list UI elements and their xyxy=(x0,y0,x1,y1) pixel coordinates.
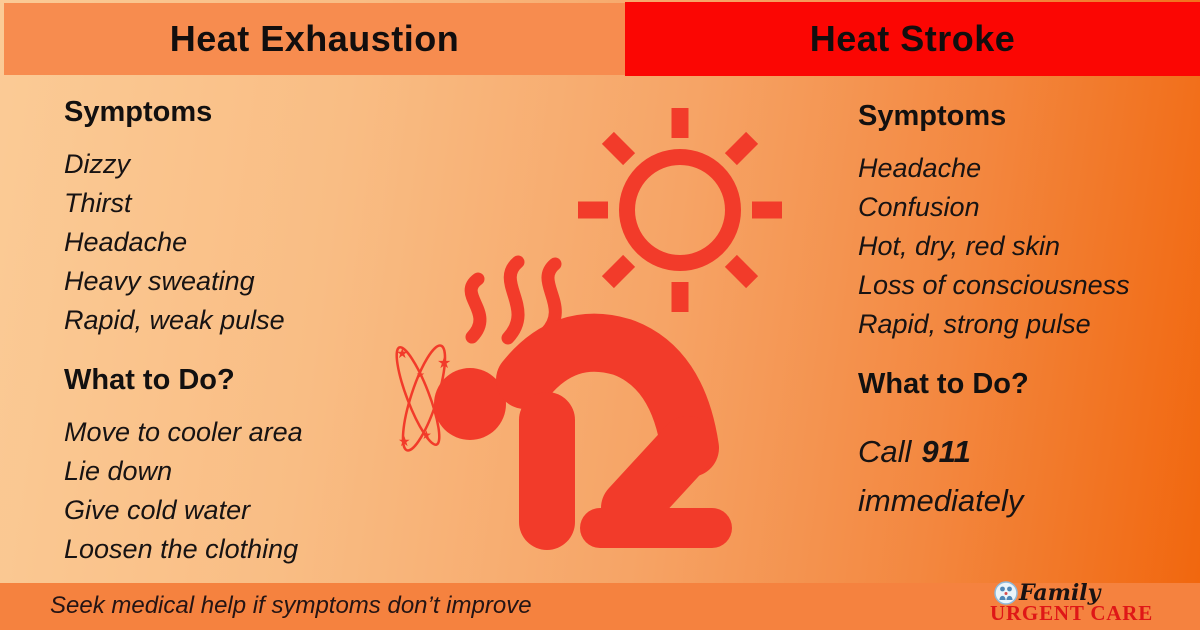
left-symptoms-heading: Symptoms xyxy=(64,96,213,128)
header-heat-exhaustion: Heat Exhaustion xyxy=(4,3,625,75)
logo-urgent-care-text: URGENT CARE xyxy=(990,601,1154,625)
symptom-item: Hot, dry, red skin xyxy=(858,231,1061,261)
left-symptoms-list: Dizzy Thirst Headache Heavy sweating Rap… xyxy=(64,145,424,340)
right-what-to-do-heading: What to Do? xyxy=(858,368,1029,400)
heat-stroke-panel: Symptoms Headache Confusion Hot, dry, re… xyxy=(858,100,1200,525)
call-suffix: immediately xyxy=(858,483,1024,518)
action-item: Loosen the clothing xyxy=(64,534,299,564)
symptom-item: Loss of consciousness xyxy=(858,270,1130,300)
action-item: Give cold water xyxy=(64,495,251,525)
call-prefix: Call xyxy=(858,434,912,469)
call-911-instruction: Call 911 immediately xyxy=(858,427,1200,525)
family-figures-icon xyxy=(994,581,1018,605)
header-heat-stroke: Heat Stroke xyxy=(625,2,1200,76)
symptom-item: Heavy sweating xyxy=(64,266,255,296)
symptom-item: Dizzy xyxy=(64,149,130,179)
heat-exhaustion-panel: Symptoms Dizzy Thirst Headache Heavy swe… xyxy=(64,96,424,569)
urgent-care-logo: Family URGENT CARE xyxy=(986,580,1192,626)
left-what-to-do-heading: What to Do? xyxy=(64,364,235,396)
action-item: Lie down xyxy=(64,456,173,486)
heat-waves-icon xyxy=(464,255,562,345)
sun-icon xyxy=(578,108,782,312)
symptom-item: Thirst xyxy=(64,188,132,218)
left-actions-list: Move to cooler area Lie down Give cold w… xyxy=(64,413,424,569)
logo-family-text: Family xyxy=(1019,580,1101,606)
call-number: 911 xyxy=(921,434,971,469)
svg-text:★: ★ xyxy=(437,355,451,372)
symptom-item: Headache xyxy=(64,227,188,257)
header-heat-exhaustion-label: Heat Exhaustion xyxy=(169,18,460,59)
symptom-item: Headache xyxy=(858,153,982,183)
right-symptoms-heading: Symptoms xyxy=(858,100,1007,132)
collapsed-person-icon xyxy=(434,313,732,550)
symptom-item: Confusion xyxy=(858,192,980,222)
header-heat-stroke-label: Heat Stroke xyxy=(809,18,1016,59)
right-symptoms-list: Headache Confusion Hot, dry, red skin Lo… xyxy=(858,149,1200,344)
symptom-item: Rapid, weak pulse xyxy=(64,305,285,335)
symptom-item: Rapid, strong pulse xyxy=(858,309,1091,339)
action-item: Move to cooler area xyxy=(64,417,303,447)
footer-note: Seek medical help if symptoms don’t impr… xyxy=(50,592,532,619)
